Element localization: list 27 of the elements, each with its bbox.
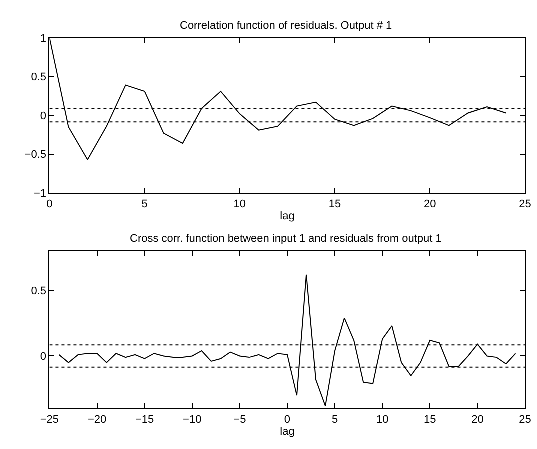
- x-tick-label: 10: [376, 414, 389, 426]
- x-tick-label: −15: [135, 414, 154, 426]
- x-tick-label: −25: [40, 414, 60, 426]
- chart-title: Correlation function of residuals. Output # 1: [180, 20, 392, 32]
- y-tick-label: 0: [40, 351, 47, 364]
- x-tick-label: 15: [424, 414, 436, 426]
- x-tick-label: −5: [234, 414, 246, 426]
- y-tick-label: 0: [40, 110, 47, 122]
- y-tick-label: −1: [34, 188, 47, 200]
- x-axis-title: lag: [280, 210, 295, 223]
- x-tick-label: 5: [332, 414, 338, 426]
- x-tick-label: 0: [284, 414, 291, 426]
- x-tick-label: 25: [519, 198, 532, 210]
- y-tick-label: 0.5: [31, 72, 47, 84]
- x-tick-label: −10: [183, 414, 202, 426]
- x-tick-label: 25: [519, 414, 532, 426]
- y-tick-label: 1: [40, 32, 47, 45]
- x-axis-title: lag: [280, 426, 295, 438]
- chart-title: Cross corr. function between input 1 and residuals from output 1: [130, 233, 442, 245]
- x-tick-label: −20: [88, 414, 107, 426]
- x-tick-label: 15: [328, 198, 342, 210]
- y-tick-label: −0.5: [24, 149, 47, 162]
- x-tick-label: 5: [142, 198, 148, 210]
- x-tick-label: 20: [424, 198, 436, 210]
- x-tick-label: 20: [472, 414, 484, 426]
- y-tick-label: 0.5: [31, 286, 47, 298]
- x-tick-label: 10: [234, 198, 246, 210]
